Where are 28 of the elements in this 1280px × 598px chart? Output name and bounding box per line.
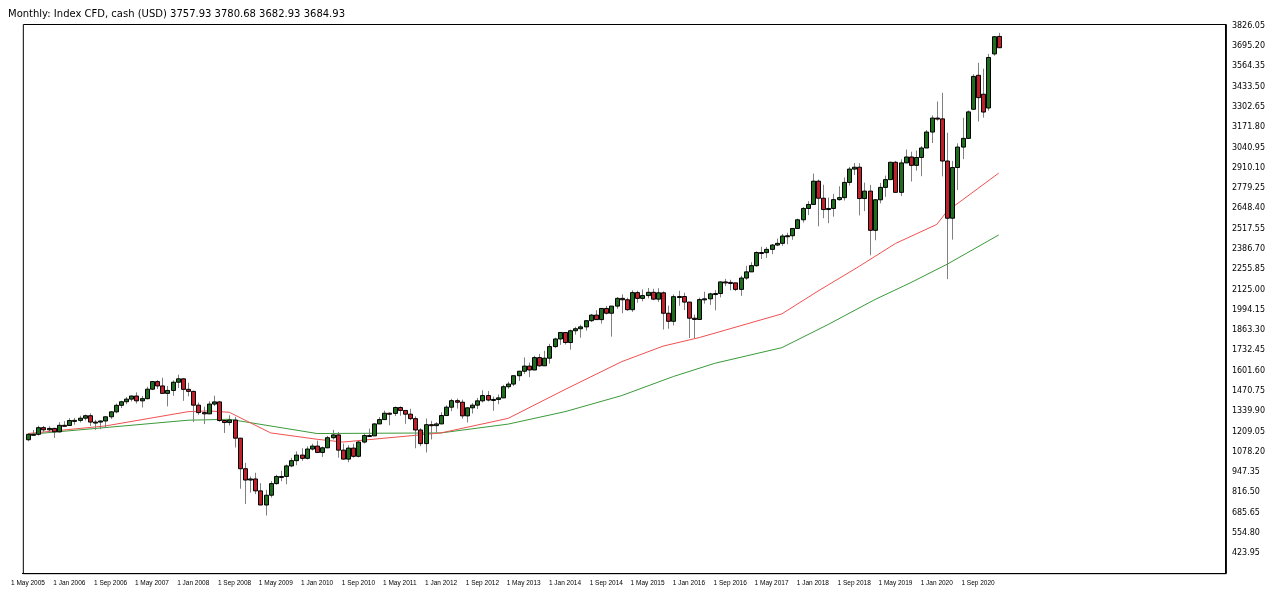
y-tick-label: 1863.30 bbox=[1231, 325, 1266, 335]
y-tick-label: 816.50 bbox=[1231, 487, 1260, 497]
y-tick-label: 3040.95 bbox=[1231, 142, 1266, 152]
y-tick-label: 2648.40 bbox=[1231, 203, 1266, 213]
y-tick-label: 3302.65 bbox=[1231, 102, 1266, 112]
y-tick-label: 1732.45 bbox=[1231, 345, 1266, 355]
y-tick-label: 423.95 bbox=[1231, 548, 1260, 558]
y-tick-label: 685.65 bbox=[1231, 507, 1260, 517]
y-tick-label: 554.80 bbox=[1231, 528, 1260, 538]
chart-title: Monthly: Index CFD, cash (USD) 3757.93 3780.68 3682.93 3684.93 bbox=[8, 7, 346, 19]
y-tick-label: 2386.70 bbox=[1231, 244, 1266, 254]
y-tick-label: 3171.80 bbox=[1231, 122, 1266, 132]
y-tick-label: 1470.75 bbox=[1231, 386, 1266, 396]
y-tick-label: 2125.00 bbox=[1231, 284, 1266, 294]
y-tick-label: 947.35 bbox=[1231, 467, 1260, 477]
y-tick-label: 1994.15 bbox=[1231, 304, 1266, 314]
y-tick-label: 2779.25 bbox=[1231, 183, 1266, 193]
y-tick-label: 3695.20 bbox=[1231, 41, 1266, 51]
y-tick-label: 2910.10 bbox=[1231, 162, 1266, 172]
y-tick-label: 1339.90 bbox=[1231, 406, 1266, 416]
y-tick-label: 3433.50 bbox=[1231, 81, 1266, 91]
y-tick-label: 3826.05 bbox=[1231, 20, 1266, 30]
y-tick-label: 2517.55 bbox=[1231, 223, 1266, 233]
y-tick-label: 3564.35 bbox=[1231, 61, 1266, 71]
y-tick-label: 1078.20 bbox=[1231, 446, 1266, 456]
y-tick-label: 2255.85 bbox=[1231, 264, 1266, 274]
y-tick-label: 1601.60 bbox=[1231, 365, 1266, 375]
y-tick-label: 1209.05 bbox=[1231, 426, 1266, 436]
